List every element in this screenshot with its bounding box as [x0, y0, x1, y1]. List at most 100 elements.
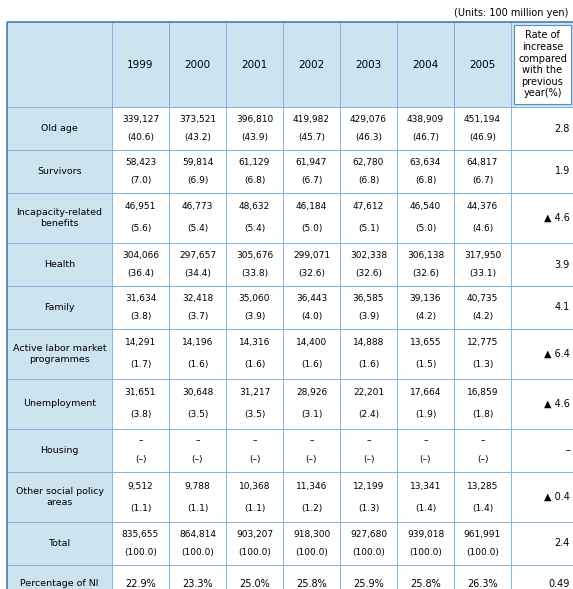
- Text: (1.6): (1.6): [187, 360, 208, 369]
- Bar: [340, 565, 397, 589]
- Bar: [511, 472, 573, 522]
- Text: 451,194: 451,194: [464, 114, 501, 124]
- Bar: [283, 472, 340, 522]
- Text: Housing: Housing: [40, 446, 79, 455]
- Bar: [454, 565, 511, 589]
- Text: (46.9): (46.9): [469, 134, 496, 143]
- Bar: [340, 522, 397, 565]
- Text: Active labor market
programmes: Active labor market programmes: [13, 345, 107, 363]
- Text: (2.4): (2.4): [358, 411, 379, 419]
- Text: 299,071: 299,071: [293, 250, 330, 260]
- Text: 304,066: 304,066: [122, 250, 159, 260]
- Bar: [340, 22, 397, 107]
- Text: (43.9): (43.9): [241, 134, 268, 143]
- Text: 22,201: 22,201: [353, 389, 384, 398]
- Bar: [112, 286, 169, 329]
- Text: –: –: [480, 436, 485, 445]
- Bar: [169, 472, 226, 522]
- Bar: [7, 472, 112, 522]
- Text: (4.2): (4.2): [415, 312, 436, 322]
- Bar: [7, 522, 112, 565]
- Bar: [226, 286, 283, 329]
- Text: 373,521: 373,521: [179, 114, 216, 124]
- Bar: [283, 243, 340, 286]
- Text: (1.1): (1.1): [244, 504, 265, 512]
- Bar: [283, 379, 340, 429]
- Text: (6.8): (6.8): [358, 177, 379, 186]
- Text: (1.1): (1.1): [130, 504, 151, 512]
- Bar: [514, 25, 571, 104]
- Bar: [112, 150, 169, 193]
- Bar: [283, 565, 340, 589]
- Text: 48,632: 48,632: [239, 203, 270, 211]
- Text: 918,300: 918,300: [293, 530, 330, 538]
- Bar: [511, 150, 573, 193]
- Text: 35,060: 35,060: [239, 293, 270, 303]
- Text: (33.8): (33.8): [241, 269, 268, 279]
- Text: (5.4): (5.4): [244, 224, 265, 233]
- Text: Survivors: Survivors: [37, 167, 82, 176]
- Text: 61,947: 61,947: [296, 157, 327, 167]
- Text: Family: Family: [44, 303, 74, 312]
- Bar: [226, 243, 283, 286]
- Text: (6.8): (6.8): [415, 177, 436, 186]
- Bar: [454, 22, 511, 107]
- Text: 2000: 2000: [185, 59, 210, 70]
- Text: (5.6): (5.6): [130, 224, 151, 233]
- Text: (4.0): (4.0): [301, 312, 322, 322]
- Text: –: –: [138, 436, 143, 445]
- Bar: [226, 522, 283, 565]
- Bar: [112, 565, 169, 589]
- Text: 317,950: 317,950: [464, 250, 501, 260]
- Text: –: –: [252, 436, 257, 445]
- Bar: [283, 22, 340, 107]
- Bar: [397, 193, 454, 243]
- Text: (1.9): (1.9): [415, 411, 436, 419]
- Bar: [112, 329, 169, 379]
- Text: 63,634: 63,634: [410, 157, 441, 167]
- Text: 31,651: 31,651: [125, 389, 156, 398]
- Bar: [283, 522, 340, 565]
- Text: 46,184: 46,184: [296, 203, 327, 211]
- Text: 339,127: 339,127: [122, 114, 159, 124]
- Text: (100.0): (100.0): [466, 548, 499, 557]
- Text: (3.8): (3.8): [130, 312, 151, 322]
- Text: 59,814: 59,814: [182, 157, 213, 167]
- Text: (46.7): (46.7): [412, 134, 439, 143]
- Text: 2004: 2004: [413, 59, 438, 70]
- Text: (6.7): (6.7): [301, 177, 322, 186]
- Text: (100.0): (100.0): [295, 548, 328, 557]
- Text: (45.7): (45.7): [298, 134, 325, 143]
- Text: 14,291: 14,291: [125, 339, 156, 348]
- Bar: [454, 193, 511, 243]
- Bar: [397, 107, 454, 150]
- Bar: [7, 286, 112, 329]
- Text: (1.6): (1.6): [358, 360, 379, 369]
- Text: (34.4): (34.4): [184, 269, 211, 279]
- Bar: [169, 522, 226, 565]
- Text: (100.0): (100.0): [238, 548, 271, 557]
- Bar: [169, 193, 226, 243]
- Bar: [340, 243, 397, 286]
- Bar: [454, 329, 511, 379]
- Bar: [169, 243, 226, 286]
- Bar: [397, 429, 454, 472]
- Text: (5.4): (5.4): [187, 224, 208, 233]
- Bar: [226, 565, 283, 589]
- Text: (3.5): (3.5): [244, 411, 265, 419]
- Bar: [7, 243, 112, 286]
- Text: 62,780: 62,780: [353, 157, 384, 167]
- Bar: [340, 150, 397, 193]
- Bar: [169, 379, 226, 429]
- Text: 47,612: 47,612: [353, 203, 384, 211]
- Text: 4.1: 4.1: [555, 303, 570, 313]
- Text: 14,400: 14,400: [296, 339, 327, 348]
- Bar: [340, 329, 397, 379]
- Text: 12,199: 12,199: [353, 481, 384, 491]
- Bar: [511, 329, 573, 379]
- Text: 903,207: 903,207: [236, 530, 273, 538]
- Bar: [226, 472, 283, 522]
- Text: 32,418: 32,418: [182, 293, 213, 303]
- Bar: [454, 286, 511, 329]
- Bar: [7, 193, 112, 243]
